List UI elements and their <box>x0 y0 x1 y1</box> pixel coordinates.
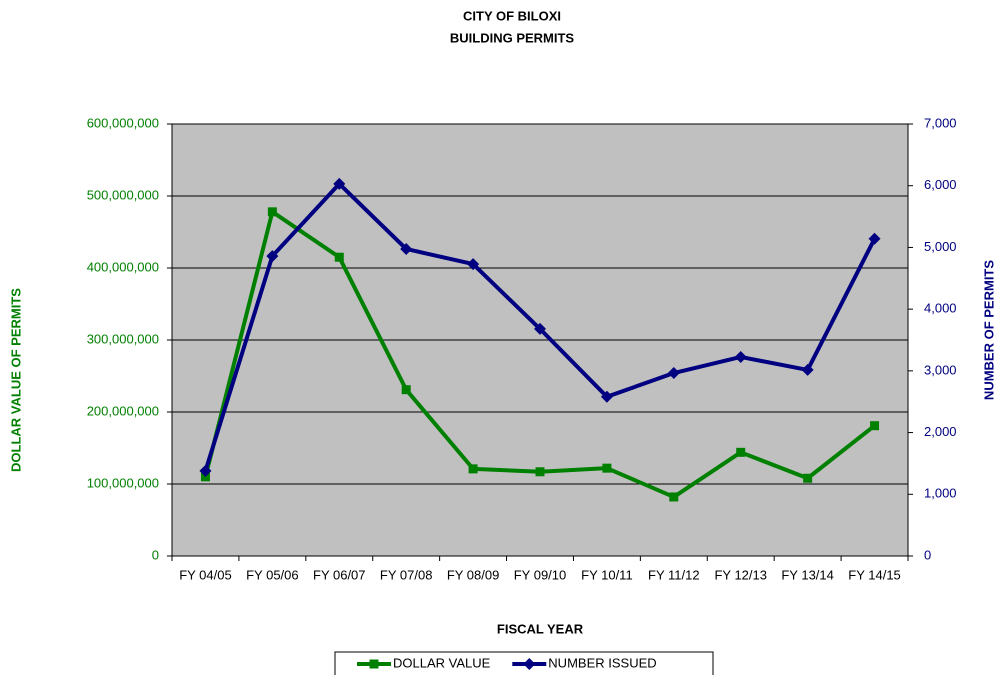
data-point <box>669 492 679 502</box>
y-tick-label: 600,000,000 <box>87 115 159 130</box>
x-tick-label: FY 14/15 <box>848 567 901 582</box>
data-point <box>333 177 346 190</box>
data-point <box>870 421 880 431</box>
data-point <box>400 242 413 255</box>
y-tick-label: 200,000,000 <box>87 403 159 418</box>
data-point <box>534 322 546 335</box>
data-point <box>535 467 545 477</box>
data-point <box>667 367 680 380</box>
x-tick-label: FY 09/10 <box>514 567 567 582</box>
data-point <box>736 447 746 457</box>
y2-tick-label: 3,000 <box>924 362 957 377</box>
data-point <box>600 390 613 403</box>
y-tick-label: 300,000,000 <box>87 331 159 346</box>
x-tick-label: FY 10/11 <box>581 567 633 582</box>
data-point <box>334 252 344 262</box>
data-point <box>468 464 478 474</box>
legend-marker <box>523 658 536 670</box>
data-point <box>266 250 279 263</box>
legend-marker <box>369 659 379 669</box>
y2-axis-label: NUMBER OF PERMITS <box>981 260 996 400</box>
x-tick-label: FY 08/09 <box>447 567 500 582</box>
data-point <box>267 207 277 217</box>
y2-tick-label: 0 <box>924 547 931 562</box>
x-tick-label: FY 07/08 <box>380 567 433 582</box>
y2-tick-label: 5,000 <box>924 239 957 254</box>
legend-label: NUMBER ISSUED <box>548 655 656 670</box>
data-point <box>868 232 881 245</box>
chart-subtitle: BUILDING PERMITS <box>450 30 575 45</box>
data-point <box>803 473 813 483</box>
data-point <box>602 463 612 473</box>
legend-label: DOLLAR VALUE <box>393 655 491 670</box>
data-point <box>801 363 814 376</box>
y2-tick-label: 6,000 <box>924 177 957 192</box>
y-tick-label: 400,000,000 <box>87 259 159 274</box>
data-point <box>401 385 411 395</box>
y-axis-label: DOLLAR VALUE OF PERMITS <box>8 288 23 472</box>
x-tick-label: FY 12/13 <box>714 567 767 582</box>
x-tick-label: FY 06/07 <box>313 567 366 582</box>
x-tick-label: FY 05/06 <box>246 567 299 582</box>
y2-tick-label: 1,000 <box>924 486 957 501</box>
x-tick-label: FY 04/05 <box>179 567 232 582</box>
x-axis-label: FISCAL YEAR <box>497 621 584 636</box>
x-tick-label: FY 13/14 <box>781 567 834 582</box>
y-tick-label: 100,000,000 <box>87 475 159 490</box>
y2-tick-label: 2,000 <box>924 424 957 439</box>
data-point <box>734 350 747 363</box>
data-point <box>467 258 480 271</box>
y-tick-label: 0 <box>152 547 159 562</box>
x-tick-label: FY 11/12 <box>648 567 700 582</box>
y-tick-label: 500,000,000 <box>87 187 159 202</box>
y2-tick-label: 4,000 <box>924 301 957 316</box>
y2-tick-label: 7,000 <box>924 115 957 130</box>
chart-title: CITY OF BILOXI <box>463 8 561 23</box>
data-point <box>199 464 212 477</box>
